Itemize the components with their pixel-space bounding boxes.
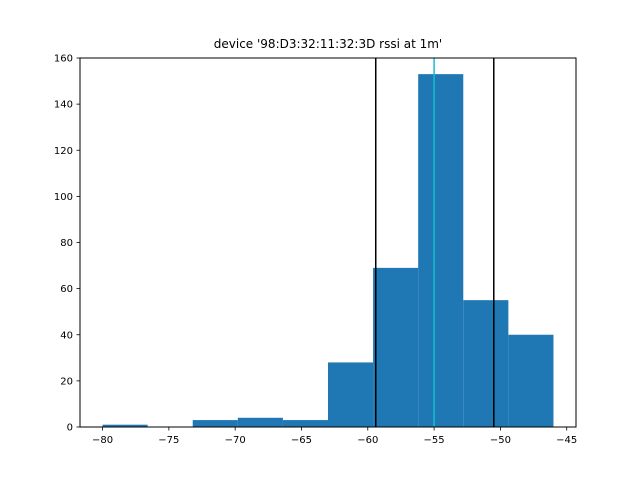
histogram-bar-0 (102, 424, 148, 427)
y-tick-label: 0 (67, 423, 73, 434)
chart-title: device '98:D3:32:11:32:3D rssi at 1m' (214, 37, 442, 51)
x-tick-label: −45 (556, 435, 577, 446)
bars-group (102, 74, 554, 428)
y-tick-label: 100 (54, 192, 73, 203)
histogram-bar-7 (418, 74, 464, 428)
x-tick-label: −75 (158, 435, 179, 446)
x-tick-label: −60 (357, 435, 378, 446)
x-tick-label: −65 (291, 435, 312, 446)
histogram-bar-6 (373, 267, 419, 427)
y-tick-label: 60 (60, 284, 73, 295)
plot-frame (79, 57, 577, 428)
y-tick-label: 20 (60, 376, 73, 387)
x-tick-label: −70 (225, 435, 246, 446)
y-tick-label: 40 (60, 330, 73, 341)
x-tick-label: −50 (490, 435, 511, 446)
x-tick-label: −55 (424, 435, 445, 446)
y-tick-label: 80 (60, 238, 73, 249)
histogram-bar-3 (237, 417, 283, 427)
y-axis: 0 20 40 60 80 100 120 140 160 (54, 54, 80, 434)
x-axis: −80 −75 −70 −65 −60 −55 −50 −45 (92, 427, 577, 446)
y-tick-label: 140 (54, 100, 73, 111)
x-tick-label: −80 (92, 435, 113, 446)
histogram-bar-2 (192, 420, 238, 427)
histogram-bar-4 (282, 420, 328, 427)
histogram-bar-5 (328, 362, 374, 427)
vertical-lines-group (374, 58, 495, 427)
histogram-bar-8 (463, 300, 509, 427)
y-tick-label: 160 (54, 54, 73, 65)
y-tick-label: 120 (54, 146, 73, 157)
histogram-bar-9 (508, 334, 554, 427)
